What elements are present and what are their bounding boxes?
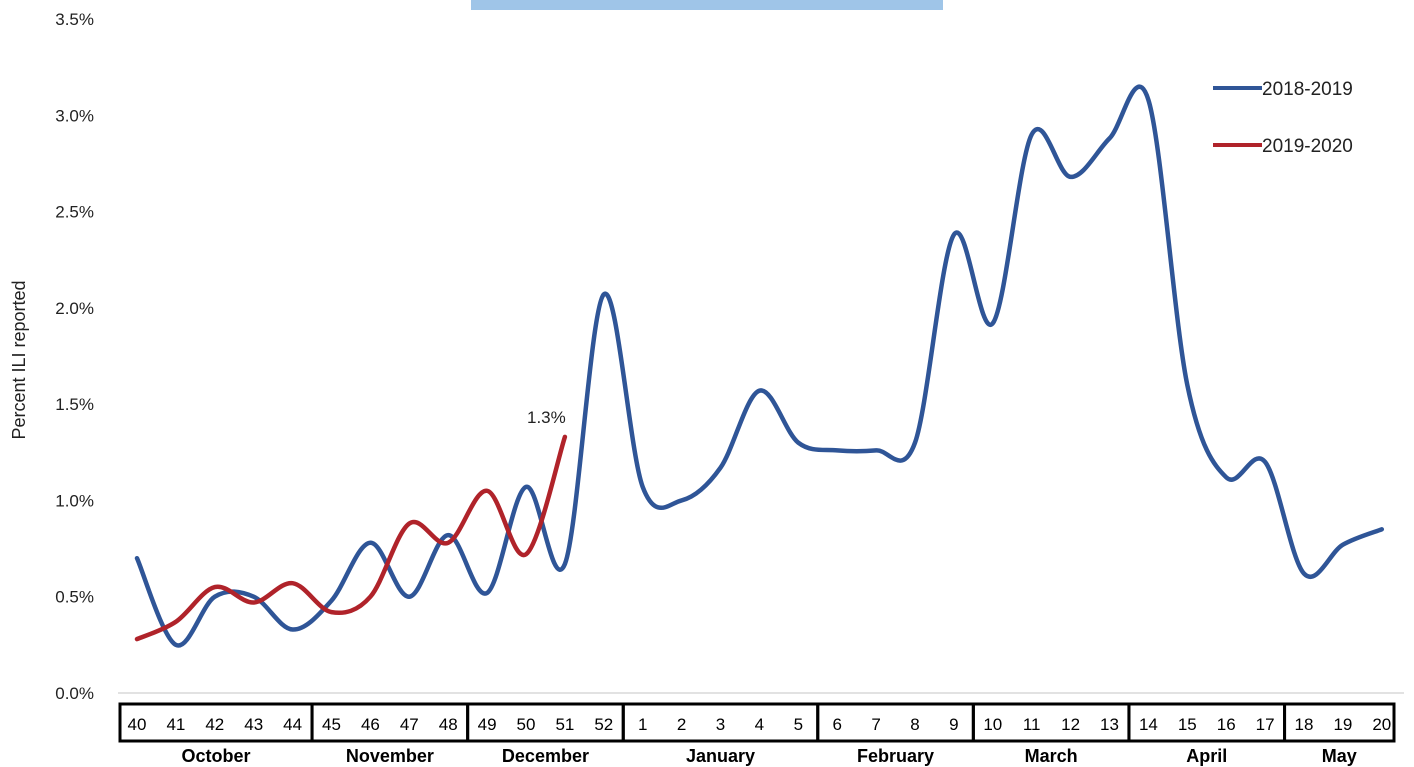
y-tick-label: 2.0% <box>55 299 94 318</box>
week-label: 5 <box>794 715 803 734</box>
month-label: March <box>1025 746 1078 766</box>
month-label: February <box>857 746 934 766</box>
week-label: 11 <box>1023 715 1041 734</box>
month-label: November <box>346 746 434 766</box>
week-label: 8 <box>910 715 919 734</box>
week-label: 14 <box>1139 715 1158 734</box>
week-label: 18 <box>1295 715 1314 734</box>
month-label: April <box>1186 746 1227 766</box>
week-label: 52 <box>594 715 613 734</box>
week-label: 51 <box>555 715 574 734</box>
legend-label: 2019-2020 <box>1262 136 1353 157</box>
week-label: 6 <box>832 715 841 734</box>
y-tick-label: 2.5% <box>55 203 94 222</box>
week-label: 46 <box>361 715 380 734</box>
week-label: 15 <box>1178 715 1197 734</box>
y-axis-ticks: 0.0% 0.5% 1.0% 1.5% 2.0% 2.5% 3.0% 3.5% <box>55 10 94 703</box>
week-label: 50 <box>517 715 536 734</box>
week-label: 2 <box>677 715 686 734</box>
week-label: 49 <box>478 715 497 734</box>
y-tick-label: 0.0% <box>55 684 94 703</box>
week-label: 40 <box>128 715 147 734</box>
y-axis-label: Percent ILI reported <box>9 280 29 439</box>
y-tick-label: 0.5% <box>55 588 94 607</box>
title-banner-placeholder <box>471 0 943 10</box>
y-tick-label: 3.5% <box>55 10 94 29</box>
month-label: May <box>1322 746 1357 766</box>
week-label: 42 <box>205 715 224 734</box>
month-label: January <box>686 746 755 766</box>
week-label: 3 <box>716 715 725 734</box>
series-line-2018-2019 <box>134 84 1385 648</box>
week-label: 17 <box>1256 715 1275 734</box>
series-line-2019-2020 <box>134 434 568 642</box>
week-label: 13 <box>1100 715 1119 734</box>
week-label: 16 <box>1217 715 1236 734</box>
y-tick-label: 1.5% <box>55 395 94 414</box>
week-label: 47 <box>400 715 419 734</box>
month-label: October <box>182 746 251 766</box>
legend: 2018-2019 2019-2020 <box>1213 79 1353 157</box>
week-label: 12 <box>1061 715 1080 734</box>
y-tick-label: 1.0% <box>55 491 94 510</box>
last-value-annotation: 1.3% <box>527 408 566 427</box>
week-label: 9 <box>949 715 958 734</box>
week-label: 7 <box>871 715 880 734</box>
week-label: 19 <box>1333 715 1352 734</box>
week-label: 4 <box>755 715 764 734</box>
week-label: 1 <box>638 715 647 734</box>
y-tick-label: 3.0% <box>55 106 94 125</box>
week-label: 48 <box>439 715 458 734</box>
legend-label: 2018-2019 <box>1262 79 1353 100</box>
week-label: 44 <box>283 715 302 734</box>
week-label: 41 <box>166 715 185 734</box>
month-label: December <box>502 746 589 766</box>
week-label: 45 <box>322 715 341 734</box>
week-label: 20 <box>1372 715 1391 734</box>
month-week-box <box>1283 702 1396 743</box>
week-label: 10 <box>983 715 1002 734</box>
series-layer <box>134 84 1385 648</box>
week-label: 43 <box>244 715 263 734</box>
